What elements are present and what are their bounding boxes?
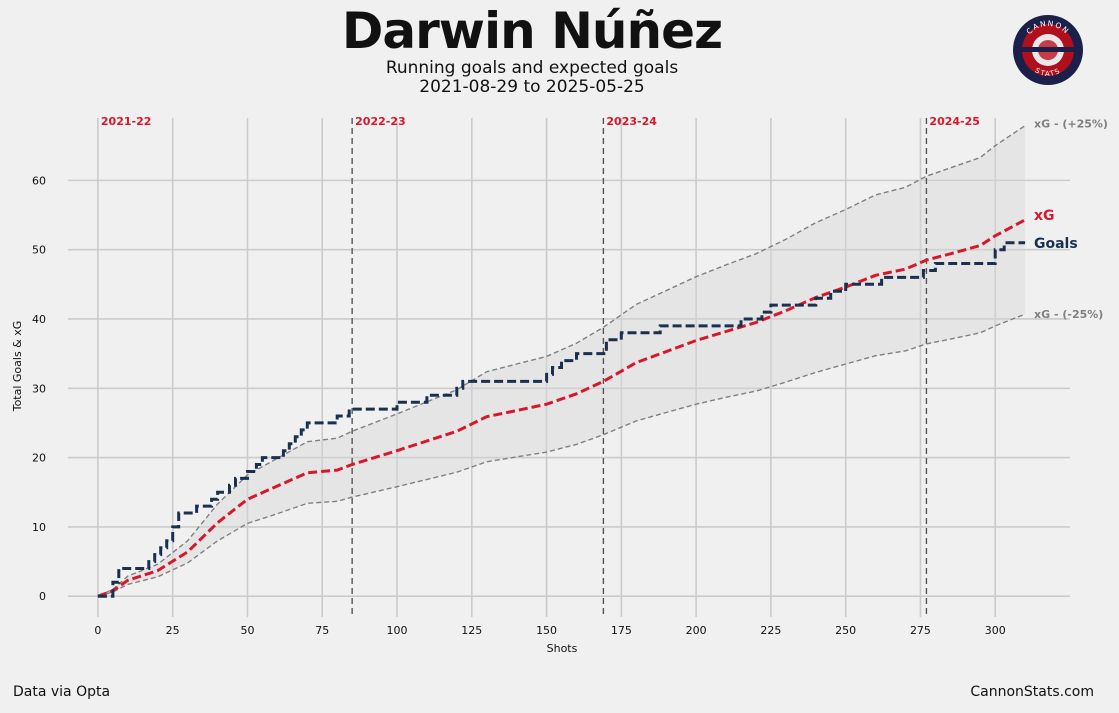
grid	[68, 118, 1070, 617]
y-axis-label: Total Goals & xG	[11, 321, 24, 413]
label-xg-minus-25: xG - (-25%)	[1034, 308, 1103, 321]
svg-text:STATS: STATS	[1034, 66, 1063, 78]
x-tick-label: 50	[240, 624, 254, 637]
series-labels: xG - (+25%) xG Goals xG - (-25%)	[1034, 118, 1108, 322]
xg-band	[97, 125, 1026, 597]
season-markers: 2021-22 2022-23 2023-24 2024-25	[101, 115, 980, 617]
y-tick-label: 10	[32, 521, 46, 534]
chart-date-range: 2021-08-29 to 2025-05-25	[419, 77, 645, 97]
label-xg-plus-25: xG - (+25%)	[1034, 118, 1108, 131]
x-tick-label: 125	[461, 624, 482, 637]
cannon-stats-logo: CANNON STATS	[1013, 15, 1083, 85]
xg-band-fill	[97, 125, 1026, 597]
data-source: Data via Opta	[13, 684, 111, 700]
label-xg: xG	[1034, 208, 1055, 224]
series-line-xg-minus-25	[97, 313, 1026, 597]
x-tick-label: 200	[686, 624, 707, 637]
x-tick-label: 300	[985, 624, 1006, 637]
series-line-xg	[97, 218, 1026, 598]
x-tick-label: 0	[94, 624, 101, 637]
season-label: 2021-22	[101, 115, 152, 128]
label-goals: Goals	[1034, 236, 1078, 252]
x-axis-label: Shots	[547, 642, 578, 655]
y-tick-label: 30	[32, 382, 46, 395]
season-label: 2023-24	[606, 115, 657, 128]
series-line-xg-plus-25	[97, 125, 1026, 597]
logo-bottom-text: STATS	[1034, 66, 1061, 78]
x-tick-label: 100	[387, 624, 408, 637]
chart-subtitle: Running goals and expected goals	[385, 58, 679, 78]
x-tick-label: 75	[315, 624, 329, 637]
axis-ticks: 0 25 50 75 100 125 150 175 200 225 250 275 300 0 10 20 3…	[32, 174, 1006, 637]
x-tick-label: 150	[536, 624, 557, 637]
y-tick-label: 60	[32, 174, 46, 187]
season-label: 2022-23	[355, 115, 406, 128]
y-tick-label: 0	[39, 590, 46, 603]
chart-title: Darwin Núñez	[341, 2, 723, 60]
x-tick-label: 275	[910, 624, 931, 637]
season-label: 2024-25	[929, 115, 980, 128]
x-tick-label: 25	[166, 624, 180, 637]
brand-url: CannonStats.com	[970, 684, 1094, 700]
x-tick-label: 250	[835, 624, 856, 637]
x-tick-label: 175	[611, 624, 632, 637]
y-tick-label: 40	[32, 313, 46, 326]
series-lines	[97, 125, 1026, 598]
y-tick-label: 20	[32, 452, 46, 465]
y-tick-label: 50	[32, 244, 46, 257]
series-line-goals	[97, 241, 1026, 598]
x-tick-label: 225	[760, 624, 781, 637]
